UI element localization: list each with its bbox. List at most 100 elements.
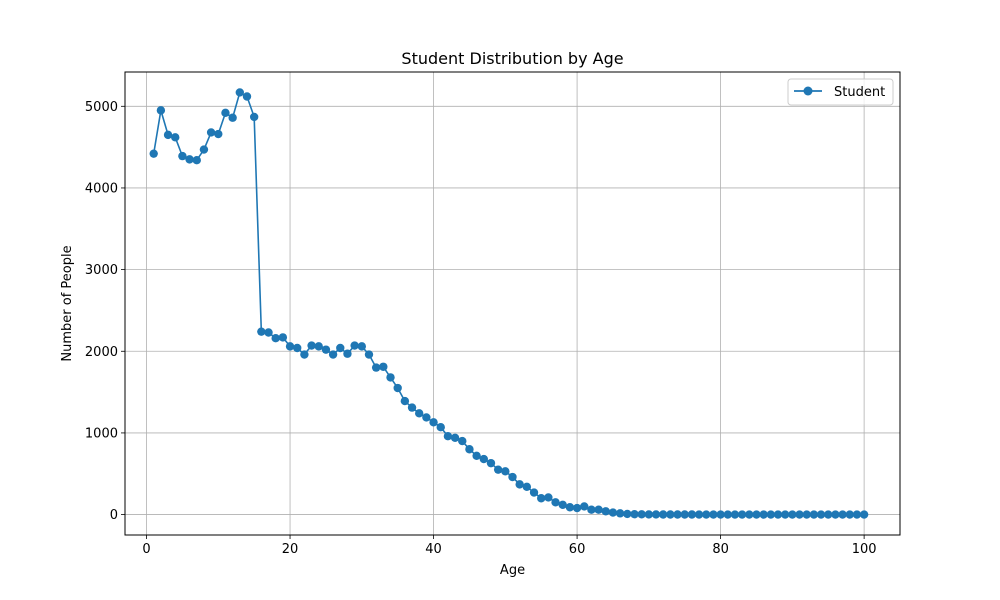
data-point (278, 333, 288, 342)
x-tick-label: 80 (712, 542, 729, 557)
data-point (630, 509, 639, 519)
data-point (816, 510, 826, 519)
data-point (199, 145, 209, 154)
x-tick-label: 40 (425, 542, 442, 557)
y-tick-label: 1000 (85, 426, 118, 441)
data-point (393, 383, 402, 393)
series-layer (149, 88, 869, 519)
data-point (673, 510, 682, 519)
data-point (730, 510, 740, 519)
data-point (156, 106, 166, 115)
y-tick-label: 4000 (85, 181, 118, 196)
data-point (780, 510, 790, 519)
data-point (716, 510, 725, 519)
data-point (242, 92, 252, 101)
data-point (214, 129, 223, 139)
data-point (594, 505, 603, 514)
data-point (572, 503, 582, 513)
data-point (752, 510, 761, 519)
data-point (429, 418, 438, 427)
data-point (795, 510, 804, 519)
data-point (472, 451, 481, 460)
data-point (422, 413, 431, 422)
data-point (838, 510, 847, 519)
data-point (293, 343, 302, 353)
data-point (529, 488, 539, 497)
data-point (257, 327, 266, 336)
data-point (192, 155, 201, 165)
y-tick-label: 5000 (85, 100, 118, 115)
data-point (565, 503, 575, 512)
data-point (285, 342, 295, 351)
x-tick-label: 0 (142, 542, 150, 557)
data-point (450, 433, 460, 443)
y-tick-label: 0 (110, 508, 118, 523)
data-point (702, 510, 711, 519)
data-point (551, 498, 560, 507)
data-point (228, 113, 237, 122)
data-point (264, 328, 273, 337)
data-point (666, 510, 675, 519)
data-point (859, 510, 869, 519)
data-point (608, 508, 618, 517)
data-point (163, 130, 173, 140)
x-axis-label: Age (500, 563, 525, 578)
data-point (637, 510, 646, 519)
data-point (759, 510, 768, 519)
data-point (745, 510, 754, 519)
y-tick-label: 2000 (85, 345, 118, 360)
data-point (458, 436, 467, 446)
data-point (443, 431, 453, 441)
legend-marker (803, 86, 813, 96)
data-point (407, 403, 417, 412)
data-point (508, 472, 517, 482)
x-tick-label: 100 (852, 542, 877, 557)
data-point (824, 510, 833, 519)
data-point (852, 510, 862, 519)
data-point (493, 465, 503, 474)
data-point (178, 151, 187, 161)
data-point (687, 510, 697, 519)
x-tick-label: 20 (282, 542, 299, 557)
data-point (479, 454, 488, 464)
legend-box (787, 78, 894, 106)
data-point (379, 362, 388, 371)
y-axis-label: Number of People (60, 245, 75, 361)
data-point (386, 373, 395, 382)
data-point (809, 510, 819, 519)
data-point (400, 396, 410, 406)
data-point (558, 500, 567, 509)
data-point (436, 423, 445, 432)
data-point (307, 341, 316, 350)
data-point (465, 445, 474, 454)
data-point (371, 363, 381, 372)
data-point (766, 510, 776, 519)
data-point (522, 482, 532, 492)
data-point (694, 510, 704, 519)
data-point (580, 502, 589, 511)
data-point (300, 350, 309, 359)
data-point (709, 510, 718, 519)
data-point (615, 509, 625, 518)
data-point (321, 345, 331, 354)
data-point (271, 334, 280, 343)
data-point (343, 349, 352, 358)
data-point (723, 510, 732, 519)
data-point (357, 342, 367, 351)
data-point (658, 510, 668, 519)
data-point (149, 149, 158, 158)
data-point (249, 112, 259, 122)
data-point (587, 505, 596, 514)
data-point (845, 510, 854, 519)
data-point (544, 493, 553, 502)
data-point (737, 510, 747, 519)
data-point (486, 458, 496, 468)
data-point (415, 409, 424, 418)
data-point (651, 510, 661, 519)
data-point (328, 350, 338, 359)
data-point (680, 510, 689, 519)
data-point (235, 88, 245, 97)
data-point (206, 128, 216, 137)
data-point (364, 350, 374, 359)
